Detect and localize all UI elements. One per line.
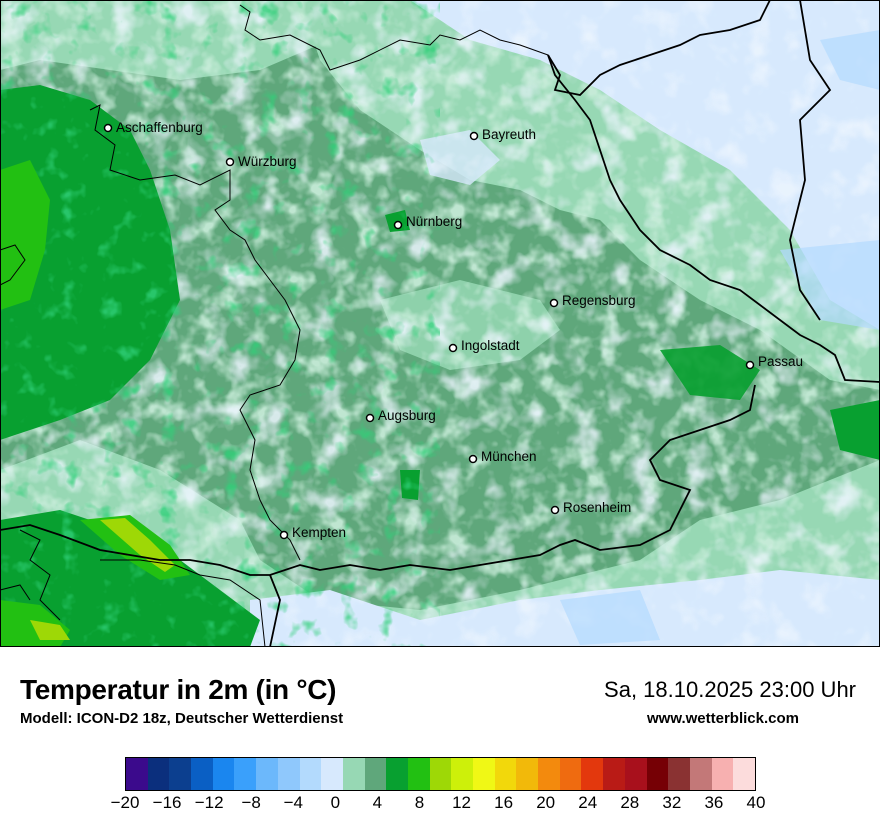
color-scale-segment xyxy=(581,758,604,790)
city-regensburg: Regensburg xyxy=(549,293,636,308)
city-passau: Passau xyxy=(745,354,803,370)
color-scale-segment xyxy=(364,758,387,790)
svg-text:Kempten: Kempten xyxy=(292,525,346,540)
model-info: Modell: ICON-D2 18z, Deutscher Wetterdie… xyxy=(20,710,344,727)
color-scale-tick: 4 xyxy=(372,793,383,812)
color-scale-tick: −4 xyxy=(283,793,303,812)
forecast-datetime: Sa, 18.10.2025 23:00 Uhr xyxy=(604,677,856,702)
color-scale-segment xyxy=(516,758,539,790)
color-scale-segment xyxy=(711,758,734,790)
color-scale-segment xyxy=(256,758,278,790)
color-scale-tick: 40 xyxy=(746,793,766,812)
color-scale-segment xyxy=(407,758,430,790)
city-wuerzburg: Würzburg xyxy=(225,154,297,169)
svg-text:München: München xyxy=(481,449,537,464)
color-scale-tick: 36 xyxy=(704,793,724,812)
color-scale-tick: −20 xyxy=(110,793,140,812)
color-scale-segment xyxy=(147,758,170,790)
color-scale-ticks: −20 −16 −12 −8 −4 0 4 8 12 16 20 24 28 32 36 40 xyxy=(111,793,766,823)
city-muenchen: München xyxy=(468,449,537,464)
color-scale-segment xyxy=(494,758,517,790)
city-nuernberg: Nürnberg xyxy=(393,214,462,230)
color-scale-segment xyxy=(126,758,148,790)
color-scale-tick: 16 xyxy=(494,793,514,812)
color-scale-tick: −8 xyxy=(241,793,261,812)
svg-text:Würzburg: Würzburg xyxy=(238,154,297,169)
temperature-map: Aschaffenburg Würzburg Bayreuth Nürnberg… xyxy=(0,0,880,647)
color-scale-segment xyxy=(277,758,300,790)
color-scale xyxy=(125,757,756,791)
color-scale-segment xyxy=(386,758,408,790)
color-scale-segment xyxy=(342,758,365,790)
color-scale-tick: −12 xyxy=(194,793,224,812)
country-borders xyxy=(0,0,880,647)
color-scale-segment xyxy=(559,758,582,790)
color-scale-segment xyxy=(646,758,669,790)
color-scale-segment xyxy=(733,758,755,790)
color-scale-segment xyxy=(668,758,690,790)
city-ingolstadt: Ingolstadt xyxy=(448,338,520,353)
pale-blue-zones xyxy=(560,30,880,645)
svg-text:Passau: Passau xyxy=(758,354,803,369)
color-scale-segment xyxy=(169,758,192,790)
color-scale-tick: 20 xyxy=(536,793,556,812)
color-scale-tick: 12 xyxy=(452,793,471,812)
svg-text:Nürnberg: Nürnberg xyxy=(406,214,462,229)
color-scale-segment xyxy=(429,758,452,790)
map-title: Temperatur in 2m (in °C) xyxy=(20,674,337,705)
color-scale-segment xyxy=(473,758,495,790)
svg-text:Aschaffenburg: Aschaffenburg xyxy=(116,120,203,135)
color-scale-tick: 8 xyxy=(414,793,425,812)
color-scale-segment xyxy=(212,758,235,790)
city-aschaffenburg: Aschaffenburg xyxy=(103,120,203,135)
svg-text:Augsburg: Augsburg xyxy=(378,408,436,423)
svg-text:Ingolstadt: Ingolstadt xyxy=(461,338,520,353)
color-scale-tick: −16 xyxy=(152,793,182,812)
website-link[interactable]: www.wetterblick.com xyxy=(647,710,799,727)
color-scale-tick: 28 xyxy=(620,793,640,812)
green-texture xyxy=(0,0,440,647)
color-scale-segment xyxy=(234,758,257,790)
color-scale-segment xyxy=(603,758,625,790)
color-scale-segment xyxy=(538,758,560,790)
city-bayreuth: Bayreuth xyxy=(469,127,536,142)
color-scale-segment xyxy=(451,758,473,790)
color-scale-segment xyxy=(624,758,647,790)
city-kempten: Kempten xyxy=(279,525,346,540)
color-scale-segment xyxy=(689,758,712,790)
city-rosenheim: Rosenheim xyxy=(550,500,631,515)
city-augsburg: Augsburg xyxy=(365,408,436,423)
color-scale-segment xyxy=(191,758,213,790)
svg-text:Bayreuth: Bayreuth xyxy=(482,127,536,142)
color-scale-segment xyxy=(321,758,343,790)
color-scale-tick: 32 xyxy=(662,793,682,812)
color-scale-tick: 0 xyxy=(330,793,341,812)
state-borders xyxy=(0,4,549,647)
city-markers: Aschaffenburg Würzburg Bayreuth Nürnberg… xyxy=(103,120,803,540)
svg-text:Regensburg: Regensburg xyxy=(562,293,636,308)
legend-panel: Temperatur in 2m (in °C) Modell: ICON-D2… xyxy=(0,647,880,830)
color-scale-tick: 24 xyxy=(578,793,598,812)
color-scale-segment xyxy=(299,758,322,790)
svg-text:Rosenheim: Rosenheim xyxy=(563,500,631,515)
